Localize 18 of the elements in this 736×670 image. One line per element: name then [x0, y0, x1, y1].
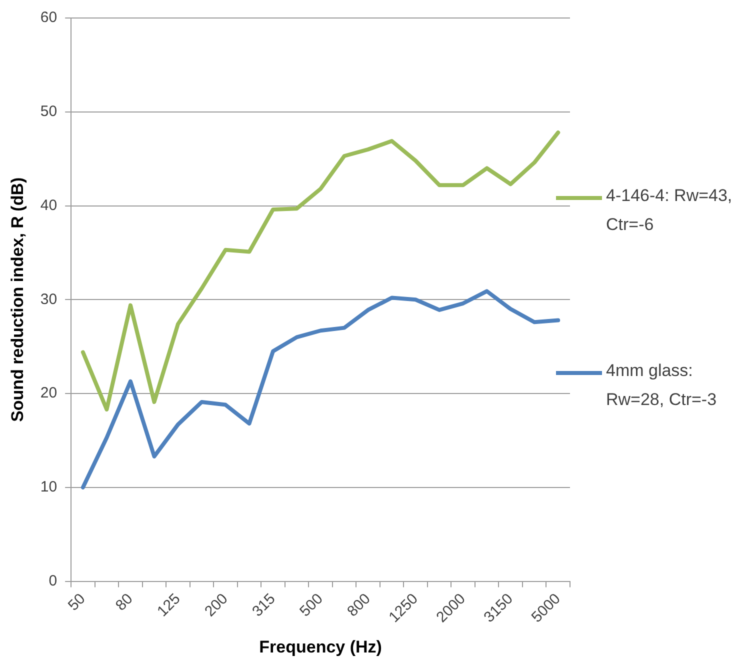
y-tick-label: 20 [40, 384, 58, 402]
y-tick-label: 40 [40, 196, 58, 214]
y-tick-label: 10 [40, 478, 58, 496]
legend-label: 4-146-4: Rw=43, Ctr=-6 [606, 185, 734, 236]
x-tick-label: 200 [202, 590, 232, 620]
x-tick-label: 80 [112, 590, 136, 614]
x-tick-label: 500 [296, 590, 326, 620]
y-tick-label: 60 [40, 9, 58, 26]
y-tick-label: 30 [40, 290, 58, 308]
y-tick-label: 50 [40, 103, 58, 120]
y-axis-title: Sound reduction index, R (dB) [8, 177, 27, 422]
legend-label: 4mm glass: Rw=28, Ctr=-3 [606, 360, 718, 411]
x-axis-title: Frequency (Hz) [259, 637, 382, 656]
x-tick-label: 125 [154, 590, 184, 620]
x-tick-label: 315 [249, 590, 279, 620]
x-tick-label: 50 [64, 590, 89, 614]
x-tick-label: 800 [344, 590, 374, 620]
y-tick-label: 0 [48, 572, 58, 590]
